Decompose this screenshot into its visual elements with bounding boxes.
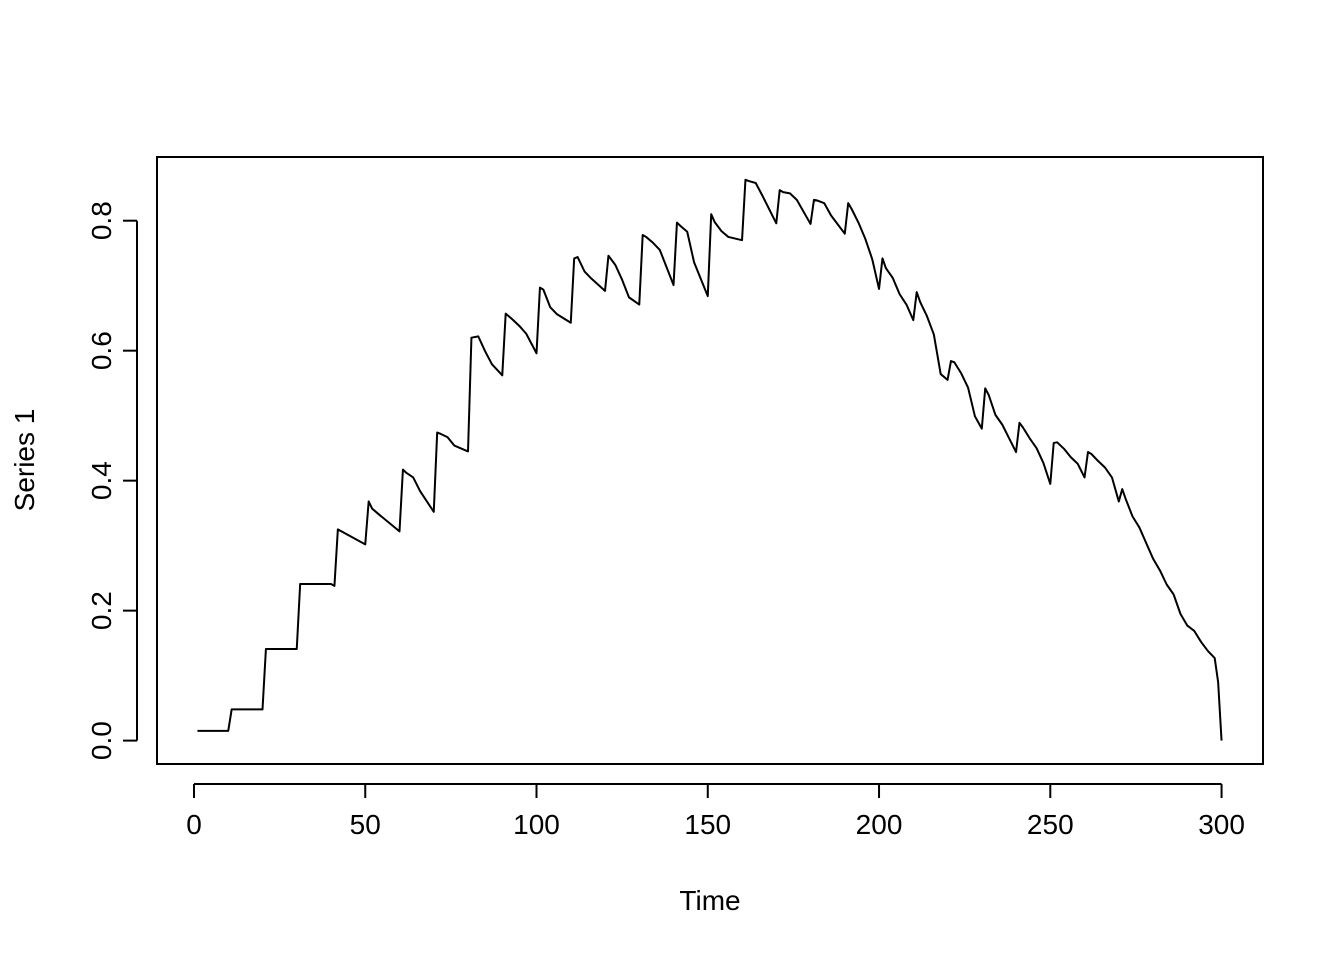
x-axis-label: Time [679,885,740,916]
x-tick-label: 100 [513,809,560,840]
y-tick-label: 0.0 [86,721,117,760]
x-tick-label: 50 [350,809,381,840]
series-line [197,178,1223,741]
y-axis: 0.0 0.2 0.4 0.6 0.8 [86,201,138,760]
x-tick-label: 150 [684,809,731,840]
x-tick-label: 0 [186,809,202,840]
x-tick-label: 200 [856,809,903,840]
x-tick-label: 300 [1198,809,1245,840]
y-tick-label: 0.2 [86,591,117,630]
plot-frame [156,156,1264,765]
y-tick-label: 0.4 [86,461,117,500]
y-tick-label: 0.8 [86,201,117,240]
x-tick-label: 250 [1027,809,1074,840]
y-tick-label: 0.6 [86,331,117,370]
y-axis-label: Series 1 [9,409,40,512]
x-axis: 0 50 100 150 200 250 300 [186,783,1245,840]
